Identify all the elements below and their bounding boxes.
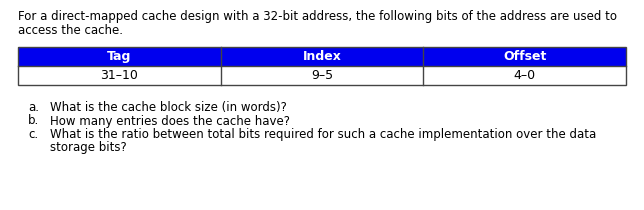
Bar	[18, 47, 221, 66]
Text: 4–0: 4–0	[514, 69, 536, 82]
Text: For a direct-mapped cache design with a 32-bit address, the following bits of th: For a direct-mapped cache design with a …	[18, 10, 617, 23]
Text: a.: a.	[28, 101, 39, 114]
Bar	[221, 66, 423, 85]
Text: b.: b.	[28, 114, 39, 127]
Text: What is the cache block size (in words)?: What is the cache block size (in words)?	[50, 101, 287, 114]
Text: storage bits?: storage bits?	[50, 142, 127, 155]
Text: 9–5: 9–5	[311, 69, 333, 82]
Bar	[18, 47, 626, 85]
Text: 31–10: 31–10	[100, 69, 138, 82]
Text: Index: Index	[303, 50, 341, 63]
Bar	[18, 66, 221, 85]
Bar	[221, 47, 423, 66]
Text: Offset: Offset	[503, 50, 546, 63]
Text: c.: c.	[28, 128, 38, 141]
Bar	[423, 66, 626, 85]
Text: What is the ratio between total bits required for such a cache implementation ov: What is the ratio between total bits req…	[50, 128, 596, 141]
Text: access the cache.: access the cache.	[18, 24, 123, 37]
Text: Tag: Tag	[107, 50, 131, 63]
Bar	[423, 47, 626, 66]
Text: How many entries does the cache have?: How many entries does the cache have?	[50, 114, 290, 127]
